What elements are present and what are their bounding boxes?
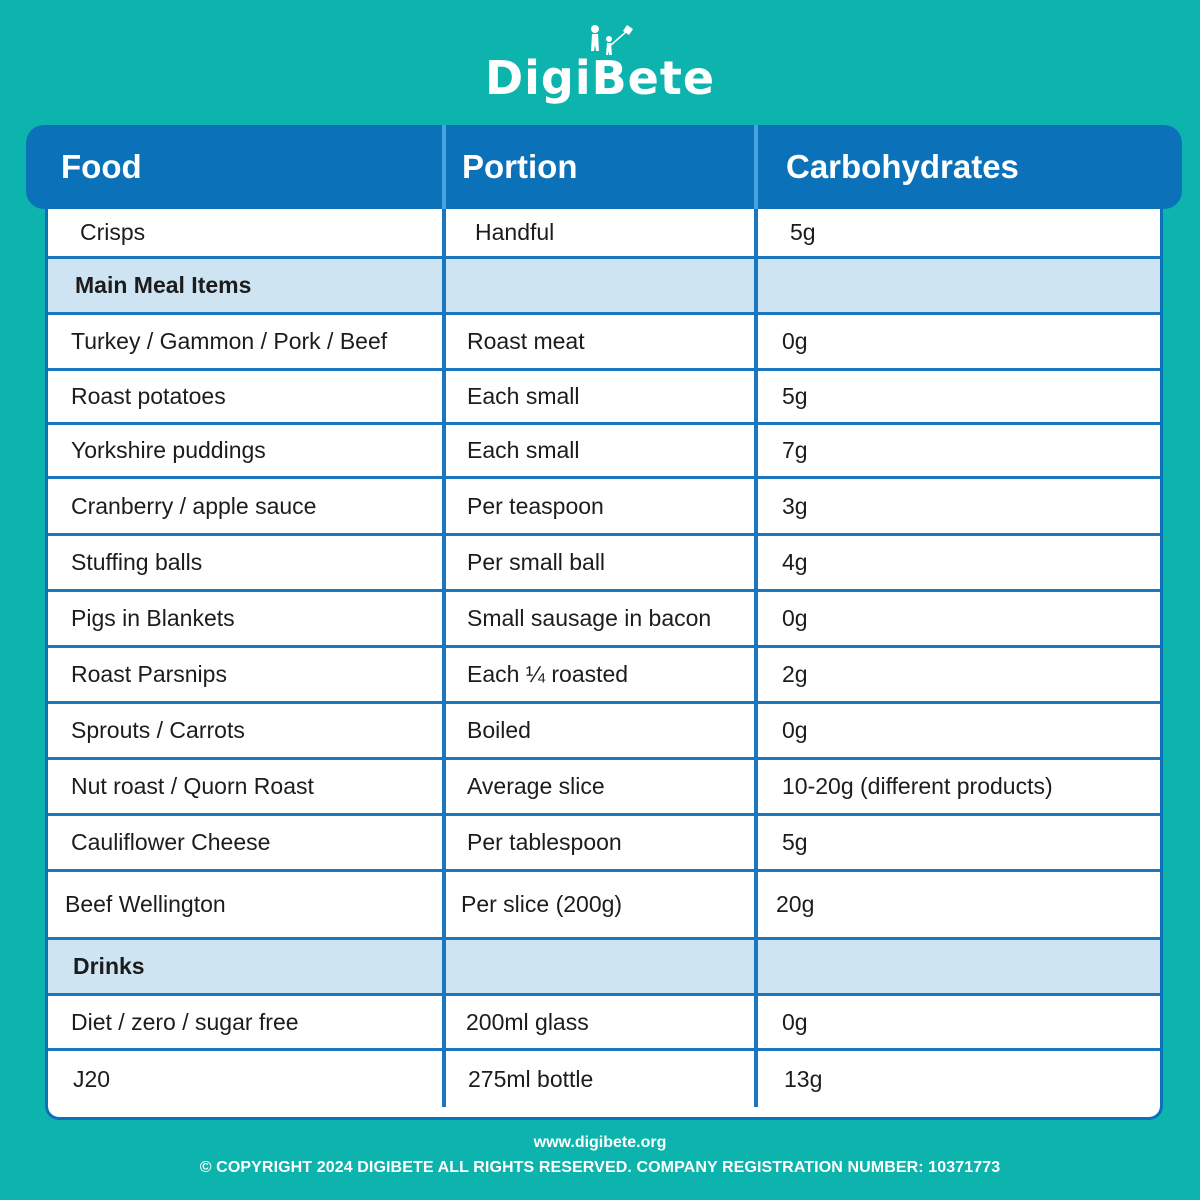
table-row: Crisps Handful 5g (48, 209, 1160, 259)
carbs-cell (758, 940, 1160, 993)
portion-cell: Handful (446, 209, 758, 256)
header-portion: Portion (446, 125, 758, 209)
food-cell: Yorkshire puddings (48, 425, 446, 476)
header-carbohydrates: Carbohydrates (786, 148, 1019, 185)
carbs-cell: 0g (782, 1008, 808, 1035)
carbs-cell: 7g (782, 437, 808, 463)
family-kite-icon (590, 25, 633, 55)
food-cell: Roast potatoes (48, 371, 446, 422)
section-row: Main Meal Items (48, 259, 1160, 315)
carbs-cell: 13g (784, 1065, 823, 1092)
brand-logo: DigiBete (0, 22, 1200, 108)
food-cell: Cranberry / apple sauce (48, 479, 446, 533)
portion-cell: Per small ball (446, 536, 758, 589)
table-row: Turkey / Gammon / Pork / Beef Roast meat 0… (48, 315, 1160, 371)
food-cell: Roast Parsnips (48, 648, 446, 701)
table-row: Roast potatoes Each small 5g (48, 371, 1160, 425)
food-cell: Stuffing balls (48, 536, 446, 589)
food-cell: Drinks (48, 940, 446, 993)
portion-cell: Each small (446, 371, 758, 422)
table-row: Roast Parsnips Each ¼ roasted 2g (48, 648, 1160, 704)
carbs-cell: 0g (782, 328, 808, 354)
table-row: Cauliflower Cheese Per tablespoon 5g (48, 816, 1160, 872)
carbs-cell: 0g (782, 605, 808, 631)
portion-cell (446, 259, 758, 312)
footer-copyright: © COPYRIGHT 2024 DIGIBETE ALL RIGHTS RES… (199, 1159, 1001, 1176)
food-cell: Sprouts / Carrots (48, 704, 446, 757)
carbs-cell: 5g (782, 383, 808, 409)
portion-cell: Small sausage in bacon (446, 592, 758, 645)
section-row: Drinks (48, 940, 1160, 996)
carbs-cell: 20g (776, 891, 815, 917)
food-cell: J20 (48, 1051, 446, 1107)
table-row: Sprouts / Carrots Boiled 0g (48, 704, 1160, 760)
portion-cell: Per teaspoon (446, 479, 758, 533)
food-cell: Cauliflower Cheese (48, 816, 446, 869)
carbs-cell: 2g (782, 661, 808, 687)
food-cell: Main Meal Items (48, 259, 446, 312)
carb-table: Food Portion Carbohydrates Crisps Handful… (26, 125, 1182, 1120)
footer-url[interactable]: www.digibete.org (533, 1134, 667, 1151)
portion-cell: Boiled (446, 704, 758, 757)
table-row: J20 275ml bottle 13g (48, 1051, 1160, 1107)
portion-cell (446, 940, 758, 993)
table-row: Diet / zero / sugar free 200ml glass 0g (48, 996, 1160, 1051)
portion-cell: Per tablespoon (446, 816, 758, 869)
carbs-cell: 5g (790, 219, 816, 245)
portion-cell: Each ¼ roasted (446, 648, 758, 701)
food-cell: Pigs in Blankets (48, 592, 446, 645)
carbs-cell (758, 259, 1160, 312)
header-food: Food (26, 125, 446, 209)
brand-name: DigiBete (484, 51, 716, 105)
table-row: Pigs in Blankets Small sausage in bacon 0g (48, 592, 1160, 648)
carbs-cell: 10-20g (different products) (782, 773, 1053, 799)
food-cell: Crisps (48, 209, 446, 256)
portion-cell: Average slice (446, 760, 758, 813)
table-body: Crisps Handful 5g Main Meal Items Turkey / G… (45, 209, 1163, 1120)
food-cell: Diet / zero / sugar free (48, 996, 446, 1048)
carbs-cell: 5g (782, 829, 808, 855)
carbs-cell: 0g (782, 717, 808, 743)
carbs-cell: 4g (782, 549, 808, 575)
table-row: Yorkshire puddings Each small 7g (48, 425, 1160, 479)
food-cell: Nut roast / Quorn Roast (48, 760, 446, 813)
portion-cell: 200ml glass (446, 996, 758, 1048)
carbs-cell: 3g (782, 492, 808, 519)
food-cell: Beef Wellington (48, 872, 446, 937)
food-cell: Turkey / Gammon / Pork / Beef (48, 315, 446, 368)
table-row: Cranberry / apple sauce Per teaspoon 3g (48, 479, 1160, 536)
portion-cell: Each small (446, 425, 758, 476)
table-header: Food Portion Carbohydrates (26, 125, 1182, 209)
portion-cell: Roast meat (446, 315, 758, 368)
table-row: Beef Wellington Per slice (200g) 20g (48, 872, 1160, 940)
portion-cell: Per slice (200g) (446, 872, 758, 937)
table-row: Nut roast / Quorn Roast Average slice 10-2… (48, 760, 1160, 816)
table-row: Stuffing balls Per small ball 4g (48, 536, 1160, 592)
portion-cell: 275ml bottle (446, 1051, 758, 1107)
